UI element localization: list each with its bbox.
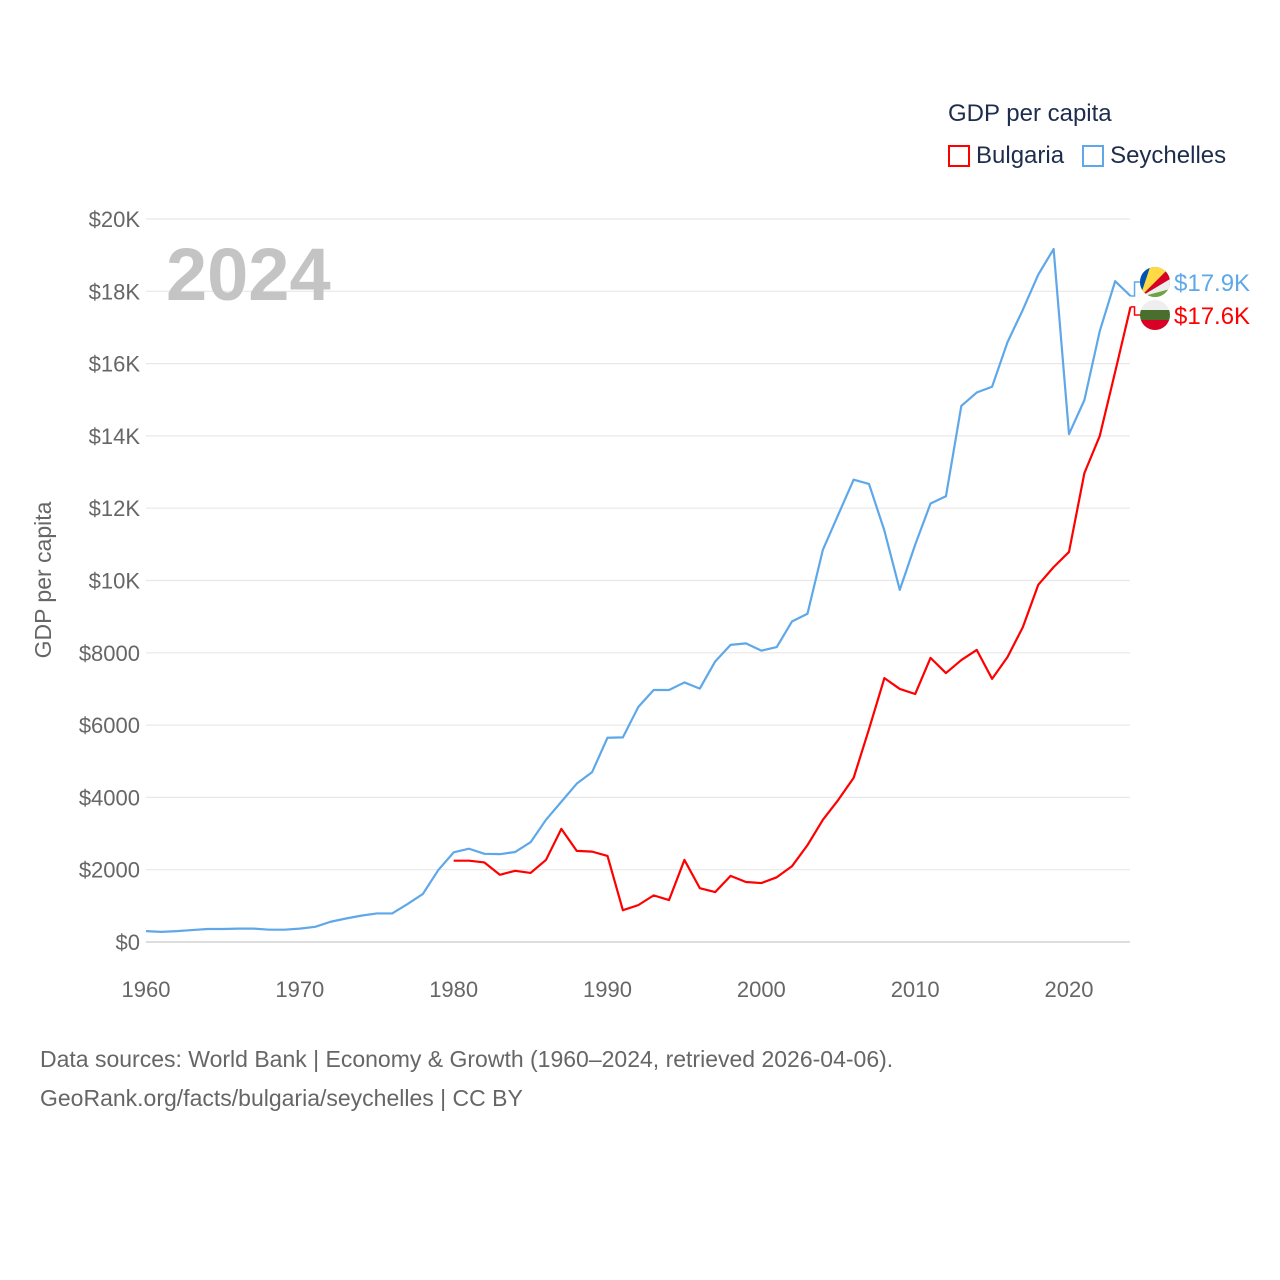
y-tick-label: $20K (89, 207, 141, 232)
x-tick-label: 2010 (891, 977, 940, 1002)
end-connector (1130, 306, 1141, 316)
y-tick-label: $16K (89, 352, 141, 377)
flag-stripe-white (1140, 300, 1170, 310)
x-axis: 1960 1970 1980 1990 2000 2010 2020 (122, 977, 1094, 1002)
flag-body (1140, 300, 1170, 330)
legend-swatch-bulgaria (948, 145, 970, 167)
x-tick-label: 1970 (275, 977, 324, 1002)
legend-title: GDP per capita (948, 100, 1112, 127)
legend-item-bulgaria[interactable]: Bulgaria (948, 142, 1064, 170)
series-lines (145, 247, 1132, 933)
flag-body (1140, 267, 1170, 297)
series-line-seychelles (145, 247, 1132, 933)
legend-label: Bulgaria (976, 142, 1065, 169)
x-tick-label: 2000 (737, 977, 786, 1002)
y-tick-label: $8000 (79, 641, 140, 666)
y-tick-label: $0 (116, 930, 140, 955)
x-tick-label: 1960 (122, 977, 171, 1002)
bulgaria-flag-icon (1140, 300, 1170, 330)
y-tick-label: $14K (89, 424, 141, 449)
legend-label: Seychelles (1110, 142, 1227, 169)
y-tick-label: $18K (89, 279, 141, 304)
source-note: Data sources: World Bank | Economy & Gro… (40, 1046, 894, 1072)
y-tick-label: $4000 (79, 785, 140, 810)
flag-stripe-green (1140, 310, 1170, 320)
flag-stripe-red (1140, 320, 1170, 330)
x-tick-label: 1980 (429, 977, 478, 1002)
end-labels: $17.9K $17.6K (1130, 267, 1250, 330)
x-tick-label: 2020 (1045, 977, 1094, 1002)
year-watermark: 2024 (166, 233, 331, 316)
end-value-label: $17.6K (1174, 303, 1250, 330)
legend-swatch-seychelles (1082, 145, 1105, 167)
source-link[interactable]: GeoRank.org/facts/bulgaria/seychelles | … (40, 1085, 523, 1111)
legend: Bulgaria Seychelles (948, 142, 1226, 170)
legend-item-seychelles[interactable]: Seychelles (1082, 142, 1226, 170)
grid (146, 218, 1130, 943)
series-line-bulgaria (453, 306, 1132, 912)
x-tick-label: 1990 (583, 977, 632, 1002)
y-tick-label: $2000 (79, 858, 140, 883)
y-tick-label: $12K (89, 496, 141, 521)
end-value-label: $17.9K (1174, 270, 1250, 297)
y-axis: $0 $2000 $4000 $6000 $8000 $10K $12K $14K $16K $1… (79, 207, 141, 955)
y-tick-label: $6000 (79, 713, 140, 738)
y-axis-label: GDP per capita (30, 501, 56, 658)
seychelles-flag-icon (1140, 267, 1170, 297)
flag-blue (1140, 267, 1150, 297)
y-tick-label: $10K (89, 569, 141, 594)
end-connector (1130, 281, 1141, 297)
